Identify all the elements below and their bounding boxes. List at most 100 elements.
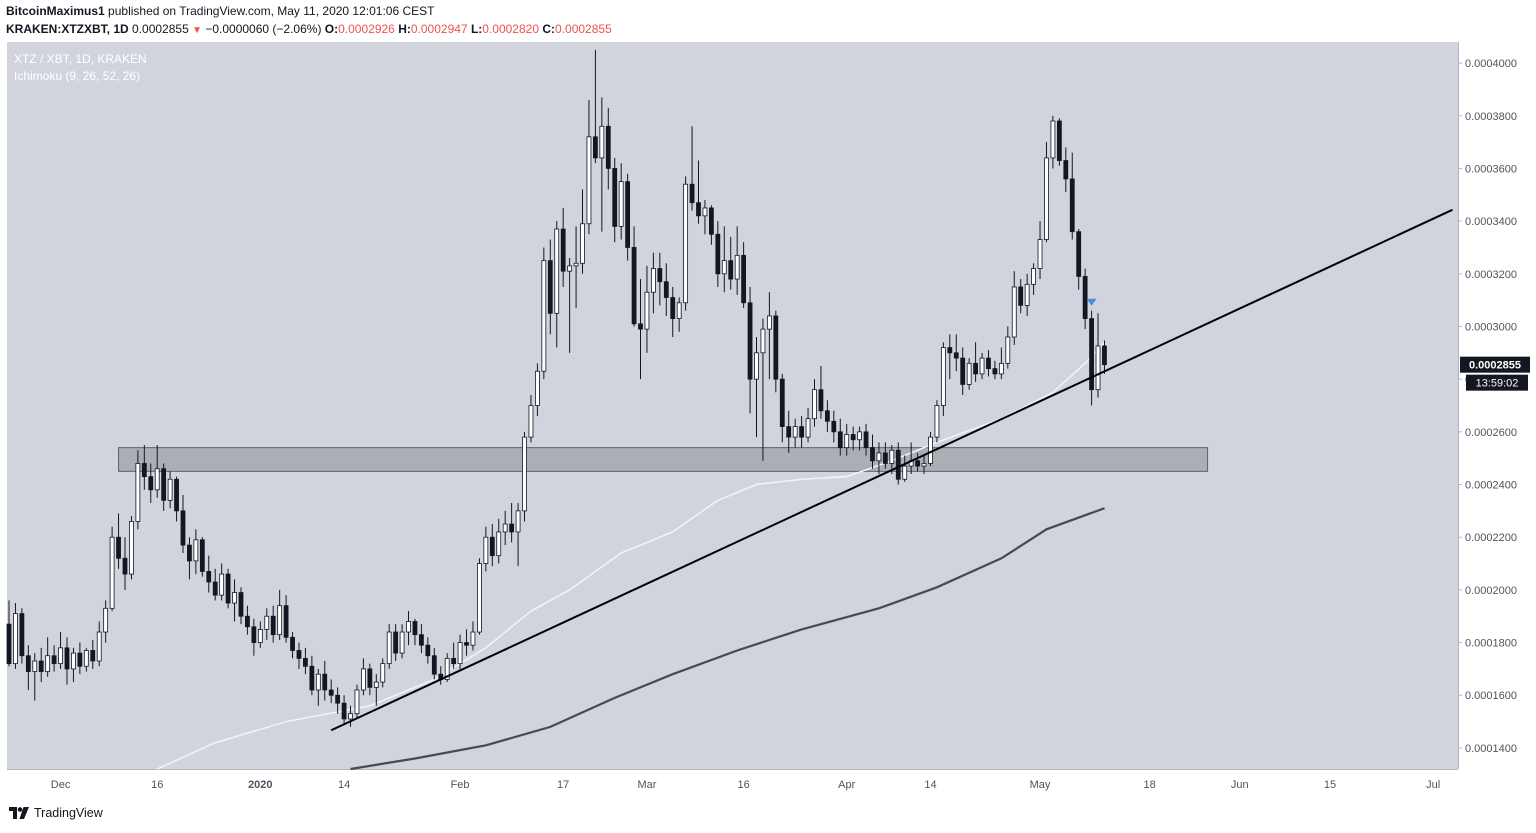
candle-body xyxy=(979,357,985,375)
candle xyxy=(1069,152,1075,240)
x-tick-label: Jul xyxy=(1426,779,1440,791)
candle xyxy=(116,513,121,569)
y-tick-label: 0.0003200 xyxy=(1465,269,1517,281)
ma-dark-line xyxy=(350,507,1105,771)
candle-body xyxy=(631,247,637,325)
candle xyxy=(277,589,283,640)
candle xyxy=(1089,310,1094,406)
candle-body xyxy=(683,183,689,304)
candle xyxy=(264,608,270,640)
candle-body xyxy=(141,463,147,478)
candle xyxy=(522,431,527,522)
candle xyxy=(986,350,991,377)
candle xyxy=(245,605,250,635)
candle xyxy=(489,524,495,567)
candle-body xyxy=(13,613,18,665)
candle-body xyxy=(947,347,953,354)
candle xyxy=(670,286,676,338)
y-tick-label: 0.0003600 xyxy=(1465,163,1517,175)
candle xyxy=(451,642,457,669)
candle xyxy=(180,495,186,554)
candle xyxy=(206,555,212,593)
candle xyxy=(715,221,721,287)
candle-body xyxy=(760,328,766,354)
x-tick-label: 18 xyxy=(1143,779,1155,791)
tradingview-logo[interactable]: TradingView xyxy=(8,806,103,820)
candle xyxy=(515,502,521,567)
candle-body xyxy=(296,650,302,659)
candle xyxy=(109,526,115,611)
candle xyxy=(103,600,109,643)
candle xyxy=(419,624,424,654)
candle-body xyxy=(135,463,141,522)
candle xyxy=(741,242,747,309)
candle xyxy=(251,618,257,656)
candle-body xyxy=(882,452,888,464)
candle xyxy=(586,99,592,235)
candle-body xyxy=(805,418,811,438)
candle-body xyxy=(283,605,289,638)
candle xyxy=(193,529,199,575)
candle xyxy=(232,579,237,622)
candle-body xyxy=(1018,286,1024,306)
candle-body xyxy=(393,631,399,654)
candle xyxy=(257,621,263,648)
candle-body xyxy=(309,665,315,691)
y-tick-label: 0.0001600 xyxy=(1465,690,1517,702)
author-name[interactable]: BitcoinMaximus1 xyxy=(6,4,105,18)
candle xyxy=(161,463,167,511)
candle-body xyxy=(193,539,199,562)
candle-body xyxy=(206,571,212,583)
candle-body xyxy=(103,607,109,633)
candle xyxy=(1031,263,1036,295)
close-label: C: xyxy=(542,22,556,36)
candle-body xyxy=(477,563,482,633)
candle-body xyxy=(277,605,283,636)
candle xyxy=(483,526,489,572)
plot-area[interactable] xyxy=(7,42,1458,769)
candle xyxy=(728,236,734,290)
candle-body xyxy=(541,260,547,372)
candle-body xyxy=(129,520,134,575)
last-price: 0.0002855 xyxy=(132,22,189,36)
indicator-legend[interactable]: Ichimoku (9, 26, 52, 26) xyxy=(14,69,140,83)
candle-body xyxy=(857,431,862,441)
publish-line: BitcoinMaximus1 published on TradingView… xyxy=(6,4,434,18)
candle xyxy=(502,510,508,546)
candle-body xyxy=(876,452,882,462)
candle-body xyxy=(522,436,527,512)
candle xyxy=(760,318,766,461)
candle xyxy=(270,605,276,643)
candle xyxy=(1037,221,1043,280)
candle-body xyxy=(264,615,270,630)
candle-body xyxy=(889,449,895,464)
candle xyxy=(1005,326,1011,369)
candle-body xyxy=(303,657,308,667)
candle xyxy=(773,310,779,393)
candle-body xyxy=(689,183,695,204)
candle-body xyxy=(431,655,437,675)
candle xyxy=(335,687,341,714)
x-tick-label: 16 xyxy=(151,779,163,791)
candle-body xyxy=(1076,231,1082,277)
x-tick-label: 16 xyxy=(737,779,749,791)
candle-body xyxy=(51,655,57,665)
candle xyxy=(154,445,160,498)
price-chart[interactable]: 0.0001400 0.0001600 0.0001800 0.0002000 0.00… xyxy=(0,42,1536,800)
price-change: −0.0000060 (−2.06%) xyxy=(205,22,322,36)
y-tick-label: 0.0003800 xyxy=(1465,111,1517,123)
candle xyxy=(998,347,1004,380)
candle-body xyxy=(831,420,837,433)
candle xyxy=(129,516,134,580)
candle xyxy=(431,647,437,680)
candle-body xyxy=(554,228,560,314)
candle-body xyxy=(187,544,192,562)
candle xyxy=(290,632,295,659)
candle-body xyxy=(644,291,650,330)
candle-body xyxy=(812,389,817,420)
candle-body xyxy=(728,260,734,280)
candle-body xyxy=(154,468,160,491)
candle xyxy=(573,226,579,309)
candle xyxy=(1063,147,1069,193)
candle xyxy=(1050,115,1056,169)
